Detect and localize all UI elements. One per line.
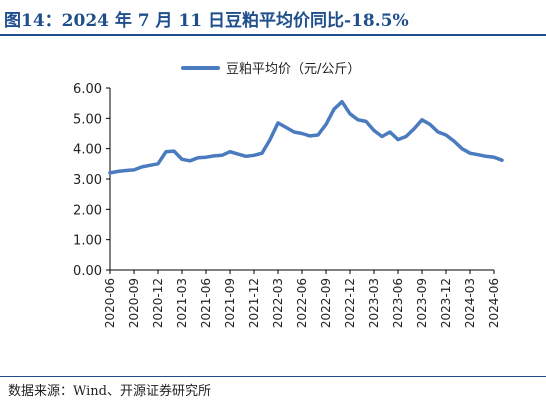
x-tick-label: 2024-03 [463,278,477,328]
x-tick-label: 2022-03 [271,278,285,328]
x-tick-label: 2021-06 [199,278,213,328]
source-note: 数据来源：Wind、开源证券研究所 [8,384,211,399]
x-tick-label: 2020-09 [127,278,141,328]
figure-title: 图14：2024 年 7 月 11 日豆粕平均价同比-18.5% [4,11,409,31]
x-tick-label: 2022-12 [343,278,357,328]
series-line-soybean-meal-price [108,99,504,175]
legend-label: 豆粕平均价（元/公斤） [226,62,360,77]
y-tick-label: 6.00 [73,82,102,97]
x-tick-label: 2022-06 [295,278,309,328]
x-tick-label: 2021-09 [223,278,237,328]
y-tick-label: 2.00 [73,203,102,218]
x-tick-label: 2021-12 [247,278,261,328]
x-tick-label: 2020-06 [103,278,117,328]
y-tick-label: 3.00 [73,173,102,188]
x-tick-label: 2021-03 [175,278,189,328]
y-tick-label: 4.00 [73,143,102,158]
source-divider [0,376,546,377]
x-tick-label: 2024-06 [487,278,501,328]
y-tick-label: 5.00 [73,112,102,127]
axes [109,88,494,271]
x-tick-label: 2020-12 [151,278,165,328]
y-axis-ticks: 0.00 1.00 2.00 3.00 4.00 5.00 6.00 [73,82,110,279]
x-tick-label: 2022-09 [319,278,333,328]
x-tick-label: 2023-12 [439,278,453,328]
title-divider [0,34,546,36]
x-tick-label: 2023-09 [415,278,429,328]
x-tick-label: 2023-03 [367,278,381,328]
x-axis-ticks: 2020-06 2020-09 2020-12 2021-03 2021-06 2021-… [103,270,501,328]
legend: 豆粕平均价（元/公斤） [181,62,360,77]
chart-area: 豆粕平均价（元/公斤） 0.00 1.00 2.00 3.00 4.00 5.00 6.00… [0,36,546,374]
y-tick-label: 1.00 [73,234,102,249]
x-tick-label: 2023-06 [391,278,405,328]
y-tick-label: 0.00 [73,264,102,279]
line-chart: 豆粕平均价（元/公斤） 0.00 1.00 2.00 3.00 4.00 5.00 6.00… [73,62,504,328]
